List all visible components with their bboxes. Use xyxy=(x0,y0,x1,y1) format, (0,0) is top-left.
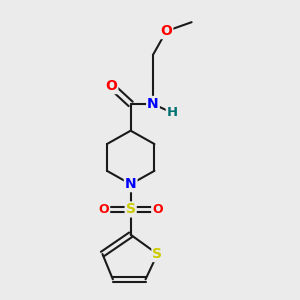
Text: S: S xyxy=(152,247,162,261)
Text: O: O xyxy=(99,203,109,216)
Text: H: H xyxy=(167,106,178,119)
Text: N: N xyxy=(125,177,136,191)
Text: O: O xyxy=(152,203,163,216)
Text: O: O xyxy=(160,24,172,38)
Text: N: N xyxy=(147,97,159,111)
Text: O: O xyxy=(105,79,117,93)
Text: S: S xyxy=(126,202,136,216)
